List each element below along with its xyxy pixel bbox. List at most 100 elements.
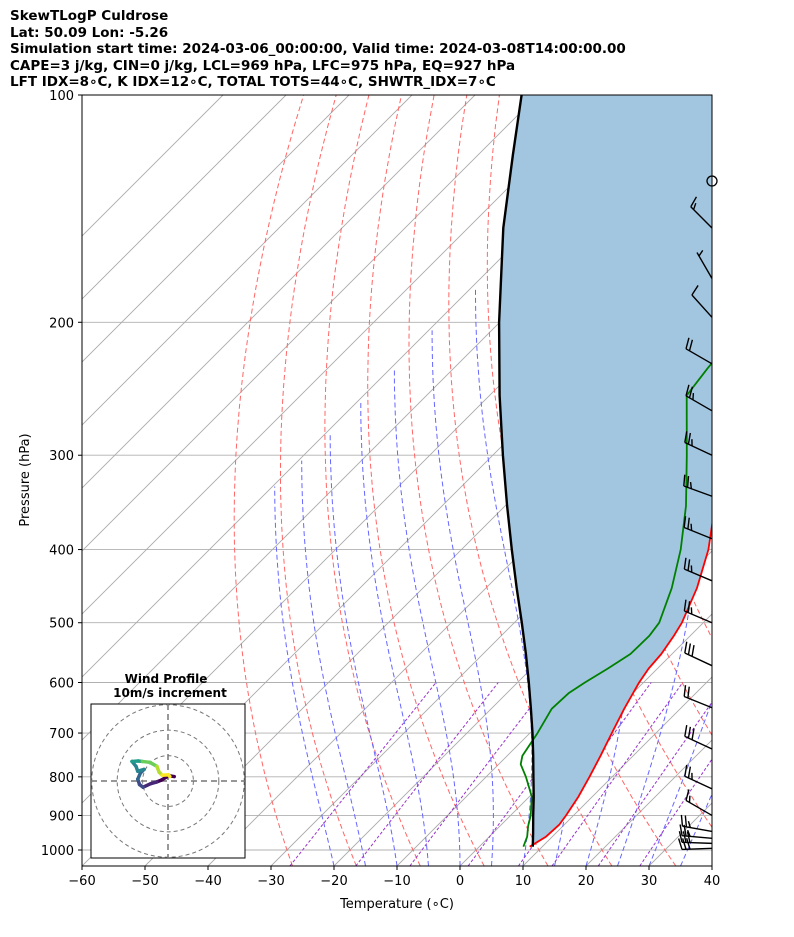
title-location: Lat: 50.09 Lon: -5.26	[10, 24, 169, 41]
dry-adiabat-line	[280, 95, 357, 866]
moist-adiabat-line	[329, 432, 398, 866]
wind-barbs	[677, 175, 718, 851]
barb-feather	[684, 764, 688, 777]
barb-feather	[683, 516, 687, 528]
wind-barb	[683, 516, 713, 540]
barb-feather	[684, 815, 688, 828]
wind-barb	[683, 474, 713, 497]
inset-title: Wind Profile	[125, 672, 208, 686]
y-tick-label: 800	[49, 771, 74, 786]
isotherm-line	[522, 676, 712, 866]
temperature-line	[529, 519, 712, 848]
y-tick-label: 200	[49, 316, 74, 331]
title-times: Simulation start time: 2024-03-06_00:00:…	[10, 41, 626, 58]
barb-feather	[687, 766, 692, 779]
barb-feather	[689, 481, 693, 489]
wind-barb	[706, 175, 718, 187]
title-indices: LFT IDX=8∘C, K IDX=12∘C, TOTAL TOTS=44∘C…	[10, 74, 496, 91]
x-tick-label: 40	[704, 874, 721, 889]
wind-barb	[683, 557, 713, 582]
moist-adiabat-line	[360, 401, 429, 866]
x-tick-label: −60	[68, 874, 95, 889]
barb-feather	[678, 831, 683, 843]
isotherm-line	[82, 95, 602, 615]
barb-feather	[692, 202, 697, 210]
y-tick-label: 600	[49, 677, 74, 692]
barb-shaft	[684, 652, 713, 667]
inset-subtitle: 10m/s increment	[113, 686, 227, 700]
title-station: SkewTLogP Culdrose	[10, 8, 169, 24]
moist-adiabat-line	[431, 330, 494, 866]
barb-feather	[687, 517, 690, 530]
barb-feather	[686, 831, 691, 843]
dry-adiabat-line	[233, 95, 305, 866]
isotherm-line	[333, 487, 712, 866]
wind-barb	[685, 789, 713, 817]
x-tick-label: −40	[194, 874, 221, 889]
barb-feather	[685, 838, 691, 850]
mixing-ratio-line	[409, 682, 550, 866]
barb-feather	[680, 814, 684, 827]
wind-barb	[677, 838, 713, 851]
barb-shaft	[685, 348, 713, 365]
barb-shaft	[690, 206, 713, 229]
isotherm-line	[711, 865, 712, 866]
barb-feather	[687, 432, 692, 445]
parcel-path-line	[497, 95, 535, 847]
barb-shaft	[691, 294, 713, 318]
moist-adiabat-line	[393, 368, 461, 866]
barb-feather	[685, 789, 690, 801]
x-tick-label: −50	[131, 874, 158, 889]
barb-feather	[687, 559, 691, 571]
barb-feather	[684, 725, 688, 737]
barb-feather	[687, 726, 692, 739]
barb-shaft	[684, 568, 713, 582]
y-tick-label: 900	[49, 809, 74, 824]
moist-adiabat-line	[301, 460, 366, 866]
isotherm-line	[396, 550, 712, 866]
isotherm-line	[82, 95, 350, 363]
barb-feather	[684, 431, 688, 443]
wind-barb	[691, 285, 713, 318]
isotherm-line	[82, 95, 224, 237]
x-tick-label: −30	[257, 874, 284, 889]
barb-feather	[682, 831, 687, 843]
moist-adiabat-line	[274, 486, 335, 866]
title-cape-stats: CAPE=3 j/kg, CIN=0 j/kg, LCL=969 hPa, LF…	[10, 57, 516, 74]
x-tick-label: 20	[578, 874, 595, 889]
moist-adiabat-line	[680, 792, 712, 866]
dry-adiabat-line	[760, 95, 794, 866]
chart-title: SkewTLogP Culdrose Lat: 50.09 Lon: -5.26…	[10, 8, 626, 91]
dry-adiabat-line	[728, 95, 794, 866]
barb-shaft	[684, 735, 713, 750]
y-tick-label: 300	[49, 449, 74, 464]
wind-barb	[684, 764, 713, 790]
barb-feather	[691, 728, 695, 740]
barb-feather	[683, 685, 687, 697]
barb-feather	[691, 285, 699, 296]
x-tick-label: 30	[641, 874, 658, 889]
x-tick-label: −10	[383, 874, 410, 889]
wind-barb	[679, 824, 713, 840]
wind-barb	[696, 249, 713, 279]
x-tick-label: −20	[320, 874, 347, 889]
barb-feather	[687, 601, 691, 613]
barb-feather	[686, 475, 690, 488]
inset-ring	[116, 729, 220, 833]
wind-barb	[683, 599, 713, 624]
inset-plot	[91, 704, 245, 858]
wind-barb	[680, 814, 713, 833]
moist-adiabat-line	[711, 864, 712, 866]
barb-shaft	[683, 695, 713, 709]
x-tick-label: 0	[456, 874, 464, 889]
barb-feather	[688, 339, 694, 351]
wind-barb	[690, 196, 713, 229]
wind-barb	[684, 641, 713, 667]
y-tick-label: 500	[49, 617, 74, 632]
barb-feather	[677, 838, 683, 850]
y-tick-label: 100	[49, 89, 74, 104]
barb-feather	[687, 686, 690, 699]
isotherm-line	[82, 95, 287, 300]
axes: −60 −50 −40 −30 −20 −10 0 10 20 30 40 1000 900 800 700…	[41, 89, 720, 889]
